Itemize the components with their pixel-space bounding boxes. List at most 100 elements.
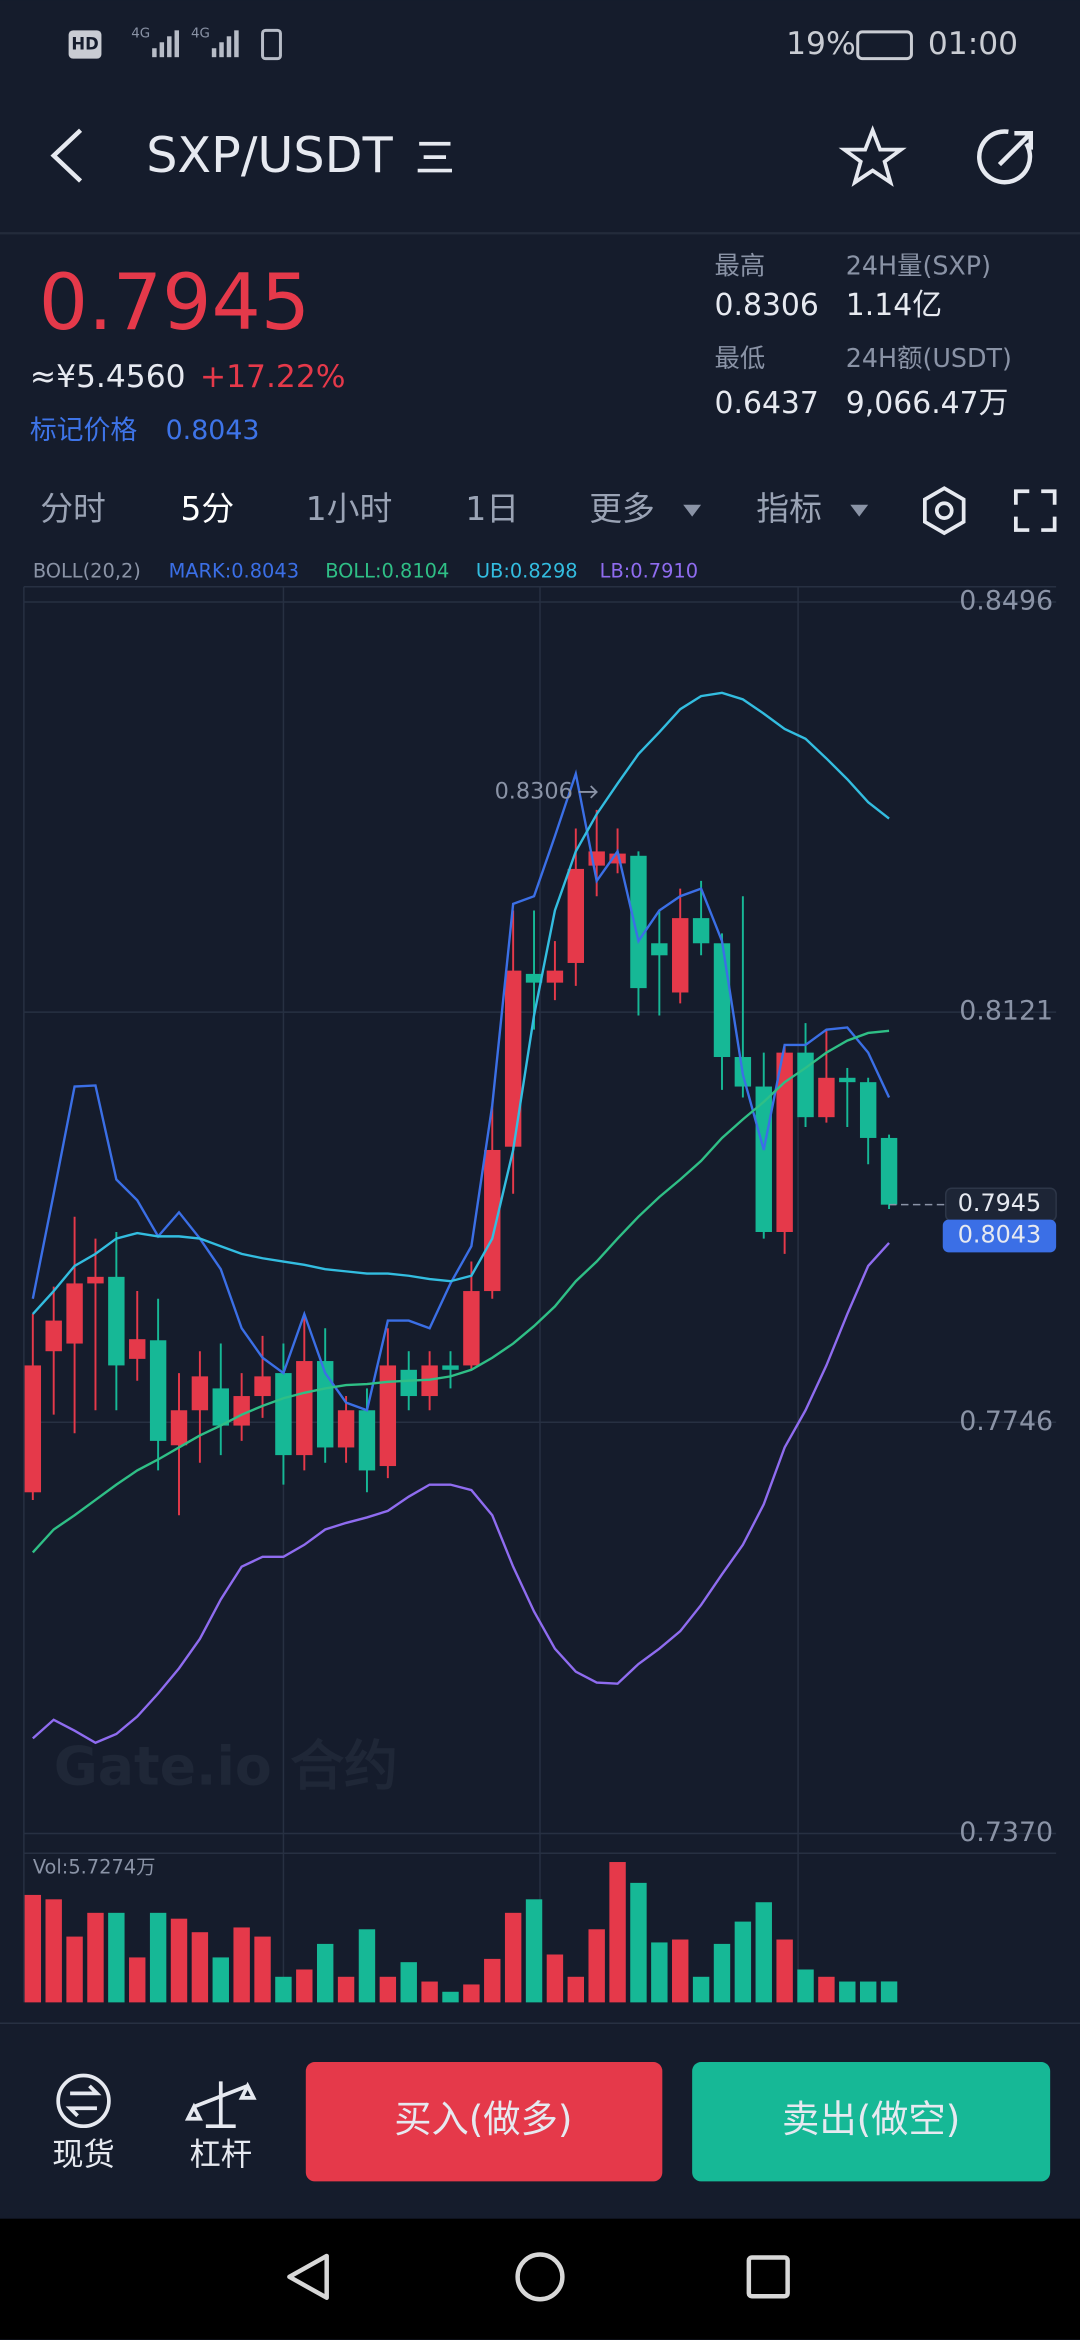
volume-bar [129, 1957, 146, 2003]
candle-body [630, 855, 647, 989]
max-label: 0.8306 [495, 778, 573, 804]
share-button[interactable] [977, 129, 1033, 185]
candle-body [254, 1376, 271, 1397]
volume-bar [233, 1927, 250, 2003]
volume-bar [818, 1976, 835, 2003]
volume-bar [170, 1918, 188, 2003]
volume-label: Vol:5.7274万 [33, 1856, 156, 1879]
buy-button-label[interactable]: 买入(做多) [394, 2097, 572, 2141]
volume-bar [630, 1882, 647, 2003]
volume-bar [609, 1862, 626, 2003]
volume-bar [400, 1962, 417, 2003]
volume-bar [713, 1943, 731, 2003]
legend-entry: UB:0.8298 [476, 559, 578, 582]
candle-body [525, 973, 543, 983]
candle-body [358, 1410, 376, 1471]
volume-bar [24, 1894, 42, 2003]
candle-body [400, 1369, 417, 1397]
watermark: Gate.io 合约 [54, 1734, 398, 1797]
spot-icon[interactable] [56, 2073, 111, 2129]
candle-body [546, 970, 564, 983]
battery-percent: 19% [786, 26, 856, 62]
nav-bar [0, 2218, 1080, 2340]
stat-value: 1.14亿 [846, 288, 942, 323]
candle-body [233, 1396, 250, 1426]
candle-body [108, 1276, 125, 1366]
network-text: 4G [131, 26, 150, 41]
stat-value: 0.6437 [715, 386, 819, 421]
volume-bar [66, 1936, 83, 2003]
sell-button[interactable] [692, 2062, 1051, 2182]
indicator-line [31, 691, 890, 1315]
volume-bar [108, 1912, 125, 2003]
leverage-icon[interactable] [184, 2081, 257, 2129]
change-percent: +17.22% [200, 359, 346, 395]
tab[interactable]: 分时 [40, 490, 106, 528]
candle-body [87, 1276, 104, 1284]
pair-title[interactable]: SXP/USDT [146, 126, 393, 184]
mark-price: 0.8043 [166, 415, 260, 446]
pair-menu-icon[interactable] [417, 141, 452, 173]
indicator-line [31, 769, 891, 1412]
nav-back[interactable] [287, 2253, 329, 2300]
volume-bar [87, 1912, 104, 2003]
candle-body [191, 1376, 209, 1411]
nav-recent[interactable] [746, 2255, 790, 2299]
battery-icon [856, 30, 913, 61]
legend-entry: LB:0.7910 [600, 559, 698, 582]
volume-bar [525, 1899, 543, 2003]
volume-bar [337, 1976, 355, 2003]
hd-text: HD [71, 35, 98, 54]
candle-body [567, 868, 585, 963]
volume-bar [692, 1976, 710, 2003]
volume-bar [567, 1976, 585, 2003]
volume-bar [275, 1976, 292, 2003]
legend-entry: BOLL:0.8104 [325, 559, 449, 582]
candle-body [24, 1365, 42, 1493]
nav-home[interactable] [515, 2252, 565, 2302]
volume-bar [212, 1957, 229, 2003]
fullscreen-button[interactable] [1013, 489, 1057, 532]
volume-bar [463, 1984, 480, 2003]
sell-button-label[interactable]: 卖出(做空) [782, 2097, 960, 2141]
candle-body [672, 918, 689, 993]
volume-bar [442, 1991, 459, 2003]
mark-price-label: 标记价格 [30, 415, 138, 446]
candle-body [212, 1388, 229, 1426]
settings-button[interactable] [922, 486, 966, 536]
volume-bar [734, 1921, 752, 2003]
volume-bar [379, 1976, 397, 2003]
last-price-tag-label: 0.7945 [958, 1189, 1042, 1217]
volume-bar [296, 1969, 313, 2003]
tab[interactable]: 5分 [180, 490, 234, 528]
chart-frame [0, 585, 1080, 2025]
candle-body [129, 1339, 146, 1359]
tab[interactable]: 1日 [465, 490, 519, 528]
stat-label: 最低 [715, 343, 766, 373]
candle-body [337, 1410, 355, 1448]
tab[interactable]: 1小时 [306, 490, 392, 528]
candle-body [797, 1052, 814, 1118]
volume-bar [504, 1912, 522, 2003]
favorite-button[interactable] [838, 125, 907, 187]
tab[interactable]: 指标 [756, 490, 822, 528]
volume-bar [316, 1943, 334, 2003]
candle-body [296, 1361, 313, 1456]
volume-bar [358, 1929, 376, 2003]
buy-button[interactable] [305, 2062, 663, 2182]
candle-body [692, 918, 710, 944]
candle-body [651, 943, 668, 956]
stat-value: 0.8306 [715, 288, 819, 323]
candle-body [45, 1320, 62, 1352]
tab[interactable]: 更多 [589, 490, 655, 528]
stat-label: 24H量(SXP) [846, 251, 991, 281]
stat-label: 最高 [715, 251, 766, 281]
volume-bar [588, 1929, 605, 2003]
candle-body [275, 1373, 292, 1456]
y-tick-label: 0.7746 [959, 1406, 1053, 1437]
back-button[interactable] [50, 128, 83, 183]
leverage-button[interactable]: 杠杆 [189, 2137, 252, 2173]
candle-body [484, 1149, 501, 1292]
spot-button[interactable]: 现货 [52, 2137, 115, 2173]
